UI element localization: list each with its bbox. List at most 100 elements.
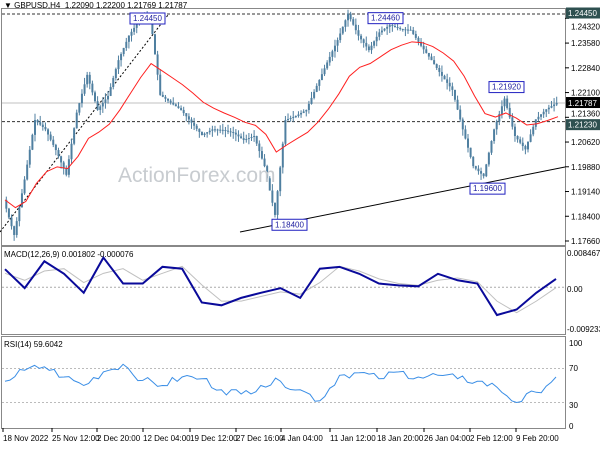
level-label-box xyxy=(566,7,600,19)
candle-body xyxy=(307,103,310,110)
candle-body xyxy=(409,29,412,31)
candle-body xyxy=(547,107,550,110)
candle-body xyxy=(511,117,514,127)
candle-body xyxy=(200,131,203,136)
candle-body xyxy=(28,149,31,165)
candle-body xyxy=(537,116,540,120)
price-annotation: 1.21920 xyxy=(492,83,521,92)
price-annotation-box xyxy=(271,218,308,231)
price-annotation: 1.18400 xyxy=(275,220,304,229)
candle-body xyxy=(380,30,383,33)
candle-body xyxy=(534,119,537,127)
candle-body xyxy=(198,128,201,132)
candle-body xyxy=(456,99,459,110)
candle-body xyxy=(414,33,417,38)
candle-body xyxy=(253,136,256,138)
candle-body xyxy=(344,20,347,27)
candle-body xyxy=(493,129,496,142)
symbol-header: ▼ GBPUSD,H4 1.22090 1.22200 1.21769 1.21… xyxy=(4,1,188,10)
candle-body xyxy=(245,139,248,141)
candle-body xyxy=(284,119,287,144)
watermark: ActionForex.com xyxy=(118,164,276,187)
candle-body xyxy=(367,46,370,51)
candle-body xyxy=(521,142,524,147)
time-tick-label: 19 Dec 12:00 xyxy=(190,434,238,443)
candle-body xyxy=(519,139,522,143)
price-annotation: 1.24450 xyxy=(133,14,162,23)
candle-body xyxy=(545,109,548,112)
candle-body xyxy=(62,162,65,169)
candle-body xyxy=(323,68,326,75)
rsi-tick-label: 0 xyxy=(569,422,574,431)
candle-body xyxy=(169,100,172,103)
candle-body xyxy=(474,166,477,169)
candle-body xyxy=(555,102,558,105)
candle-body xyxy=(383,28,386,31)
candle-body xyxy=(127,35,130,42)
candle-body xyxy=(130,31,133,36)
candle-body xyxy=(153,34,156,55)
candle-body xyxy=(279,167,282,192)
candle-body xyxy=(114,69,117,79)
candle-body xyxy=(430,56,433,61)
candle-body xyxy=(5,199,8,209)
price-panel xyxy=(1,8,566,246)
candle-body xyxy=(464,129,467,139)
candle-body xyxy=(373,41,376,46)
candle-body xyxy=(187,116,190,120)
candle-body xyxy=(333,45,336,52)
candle-body xyxy=(459,109,462,120)
macd-tick-label: 0.008467 xyxy=(567,249,600,258)
candle-body xyxy=(15,221,18,235)
time-tick-label: 26 Jan 04:00 xyxy=(424,434,471,443)
price-tick-label: 1.22840 xyxy=(571,64,600,73)
candle-body xyxy=(174,104,177,107)
candle-body xyxy=(101,102,104,107)
price-tick-label: 1.24320 xyxy=(571,22,600,31)
candle-body xyxy=(65,168,68,175)
candle-body xyxy=(122,47,125,55)
candle-body xyxy=(18,207,21,222)
candle-body xyxy=(550,106,553,108)
candle-body xyxy=(292,116,295,118)
candle-body xyxy=(354,24,357,31)
candle-body xyxy=(440,71,443,76)
candle-body xyxy=(412,30,415,34)
candle-body xyxy=(542,111,545,115)
candle-body xyxy=(396,27,399,29)
candle-body xyxy=(36,119,39,123)
candle-body xyxy=(70,143,73,160)
candle-body xyxy=(268,178,271,191)
candle-body xyxy=(177,106,180,109)
candle-body xyxy=(10,217,13,227)
candle-body xyxy=(88,74,91,84)
candle-body xyxy=(435,64,438,68)
macd-signal-line xyxy=(4,265,557,314)
moving-average-line xyxy=(4,41,559,209)
candle-body xyxy=(300,112,303,115)
price-tick-label: 1.18400 xyxy=(571,212,600,221)
candle-body xyxy=(469,147,472,157)
price-annotation: 1.24460 xyxy=(371,14,400,23)
candle-body xyxy=(232,132,235,134)
candle-body xyxy=(80,93,83,104)
candle-body xyxy=(60,156,63,163)
candle-body xyxy=(250,137,253,139)
candle-body xyxy=(318,80,321,86)
macd-line xyxy=(4,255,557,317)
candle-body xyxy=(375,36,378,42)
candle-body xyxy=(260,151,263,159)
candle-body xyxy=(480,171,483,174)
candle-body xyxy=(182,109,185,114)
candle-body xyxy=(224,130,227,132)
candle-body xyxy=(281,143,284,168)
current-price-label: 1.21787 xyxy=(568,99,597,108)
price-annotation-box xyxy=(488,81,525,94)
candle-body xyxy=(508,107,511,118)
candle-body xyxy=(422,45,425,50)
price-annotation-box xyxy=(469,182,506,195)
candle-body xyxy=(477,168,480,172)
candle-body xyxy=(313,91,316,98)
